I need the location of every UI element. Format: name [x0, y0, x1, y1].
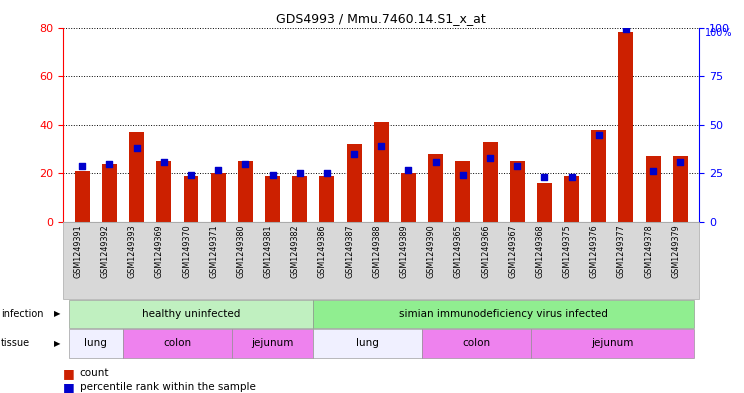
Text: GSM1249386: GSM1249386: [318, 224, 327, 278]
Point: [321, 170, 333, 176]
Bar: [591, 130, 606, 222]
Bar: [618, 32, 633, 222]
Point: [294, 170, 306, 176]
Bar: [319, 176, 334, 222]
Point: [457, 172, 469, 178]
Bar: [673, 156, 687, 222]
Text: GSM1249392: GSM1249392: [100, 224, 109, 278]
Point: [403, 166, 414, 173]
Text: simian immunodeficiency virus infected: simian immunodeficiency virus infected: [400, 309, 608, 319]
Bar: [102, 163, 117, 222]
Bar: [564, 176, 579, 222]
Text: GSM1249393: GSM1249393: [128, 224, 137, 278]
Bar: [455, 161, 470, 222]
Text: 100%: 100%: [705, 28, 732, 37]
Text: GSM1249381: GSM1249381: [263, 224, 272, 278]
Text: colon: colon: [462, 338, 490, 349]
Text: colon: colon: [164, 338, 191, 349]
Text: GSM1249376: GSM1249376: [590, 224, 599, 278]
Point: [376, 143, 388, 149]
Text: GSM1249379: GSM1249379: [671, 224, 680, 278]
Point: [565, 174, 577, 180]
Point: [348, 151, 360, 157]
Bar: [429, 154, 443, 222]
Text: GSM1249388: GSM1249388: [372, 224, 381, 278]
Text: GSM1249368: GSM1249368: [536, 224, 545, 278]
Point: [647, 168, 659, 174]
Point: [430, 159, 442, 165]
Text: GSM1249370: GSM1249370: [182, 224, 191, 278]
Bar: [211, 173, 225, 222]
Point: [511, 162, 523, 169]
Text: GSM1249375: GSM1249375: [562, 224, 571, 278]
Point: [484, 155, 496, 161]
Text: GDS4993 / Mmu.7460.14.S1_x_at: GDS4993 / Mmu.7460.14.S1_x_at: [277, 12, 486, 25]
Bar: [646, 156, 661, 222]
Text: ■: ■: [63, 380, 75, 393]
Bar: [75, 171, 90, 222]
Point: [158, 159, 170, 165]
Point: [131, 145, 143, 151]
Text: ▶: ▶: [54, 310, 61, 318]
Text: GSM1249378: GSM1249378: [644, 224, 653, 278]
Text: GSM1249371: GSM1249371: [209, 224, 218, 278]
Text: ▶: ▶: [54, 339, 61, 348]
Bar: [238, 161, 253, 222]
Text: GSM1249390: GSM1249390: [426, 224, 436, 278]
Text: GSM1249387: GSM1249387: [345, 224, 354, 278]
Point: [593, 131, 605, 138]
Bar: [347, 144, 362, 222]
Point: [539, 174, 551, 180]
Bar: [483, 142, 498, 222]
Text: GSM1249367: GSM1249367: [508, 224, 517, 278]
Bar: [265, 176, 280, 222]
Bar: [537, 183, 552, 222]
Text: GSM1249382: GSM1249382: [291, 224, 300, 278]
Text: jejunum: jejunum: [251, 338, 294, 349]
Text: healthy uninfected: healthy uninfected: [142, 309, 240, 319]
Bar: [156, 161, 171, 222]
Point: [77, 162, 89, 169]
Bar: [129, 132, 144, 222]
Bar: [510, 161, 525, 222]
Bar: [401, 173, 416, 222]
Text: GSM1249365: GSM1249365: [454, 224, 463, 278]
Text: jejunum: jejunum: [591, 338, 634, 349]
Bar: [373, 122, 389, 222]
Point: [212, 166, 224, 173]
Point: [674, 159, 686, 165]
Bar: [184, 176, 199, 222]
Text: tissue: tissue: [1, 338, 30, 349]
Point: [266, 172, 278, 178]
Text: GSM1249377: GSM1249377: [617, 224, 626, 278]
Point: [103, 160, 115, 167]
Point: [185, 172, 197, 178]
Point: [620, 26, 632, 33]
Text: GSM1249380: GSM1249380: [237, 224, 246, 278]
Text: infection: infection: [1, 309, 43, 319]
Text: GSM1249391: GSM1249391: [73, 224, 83, 278]
Text: ■: ■: [63, 367, 75, 380]
Text: percentile rank within the sample: percentile rank within the sample: [80, 382, 255, 392]
Text: lung: lung: [356, 338, 379, 349]
Point: [240, 160, 251, 167]
Text: GSM1249366: GSM1249366: [481, 224, 490, 278]
Text: count: count: [80, 368, 109, 378]
Bar: [292, 176, 307, 222]
Text: GSM1249389: GSM1249389: [400, 224, 408, 278]
Text: GSM1249369: GSM1249369: [155, 224, 164, 278]
Text: lung: lung: [84, 338, 107, 349]
